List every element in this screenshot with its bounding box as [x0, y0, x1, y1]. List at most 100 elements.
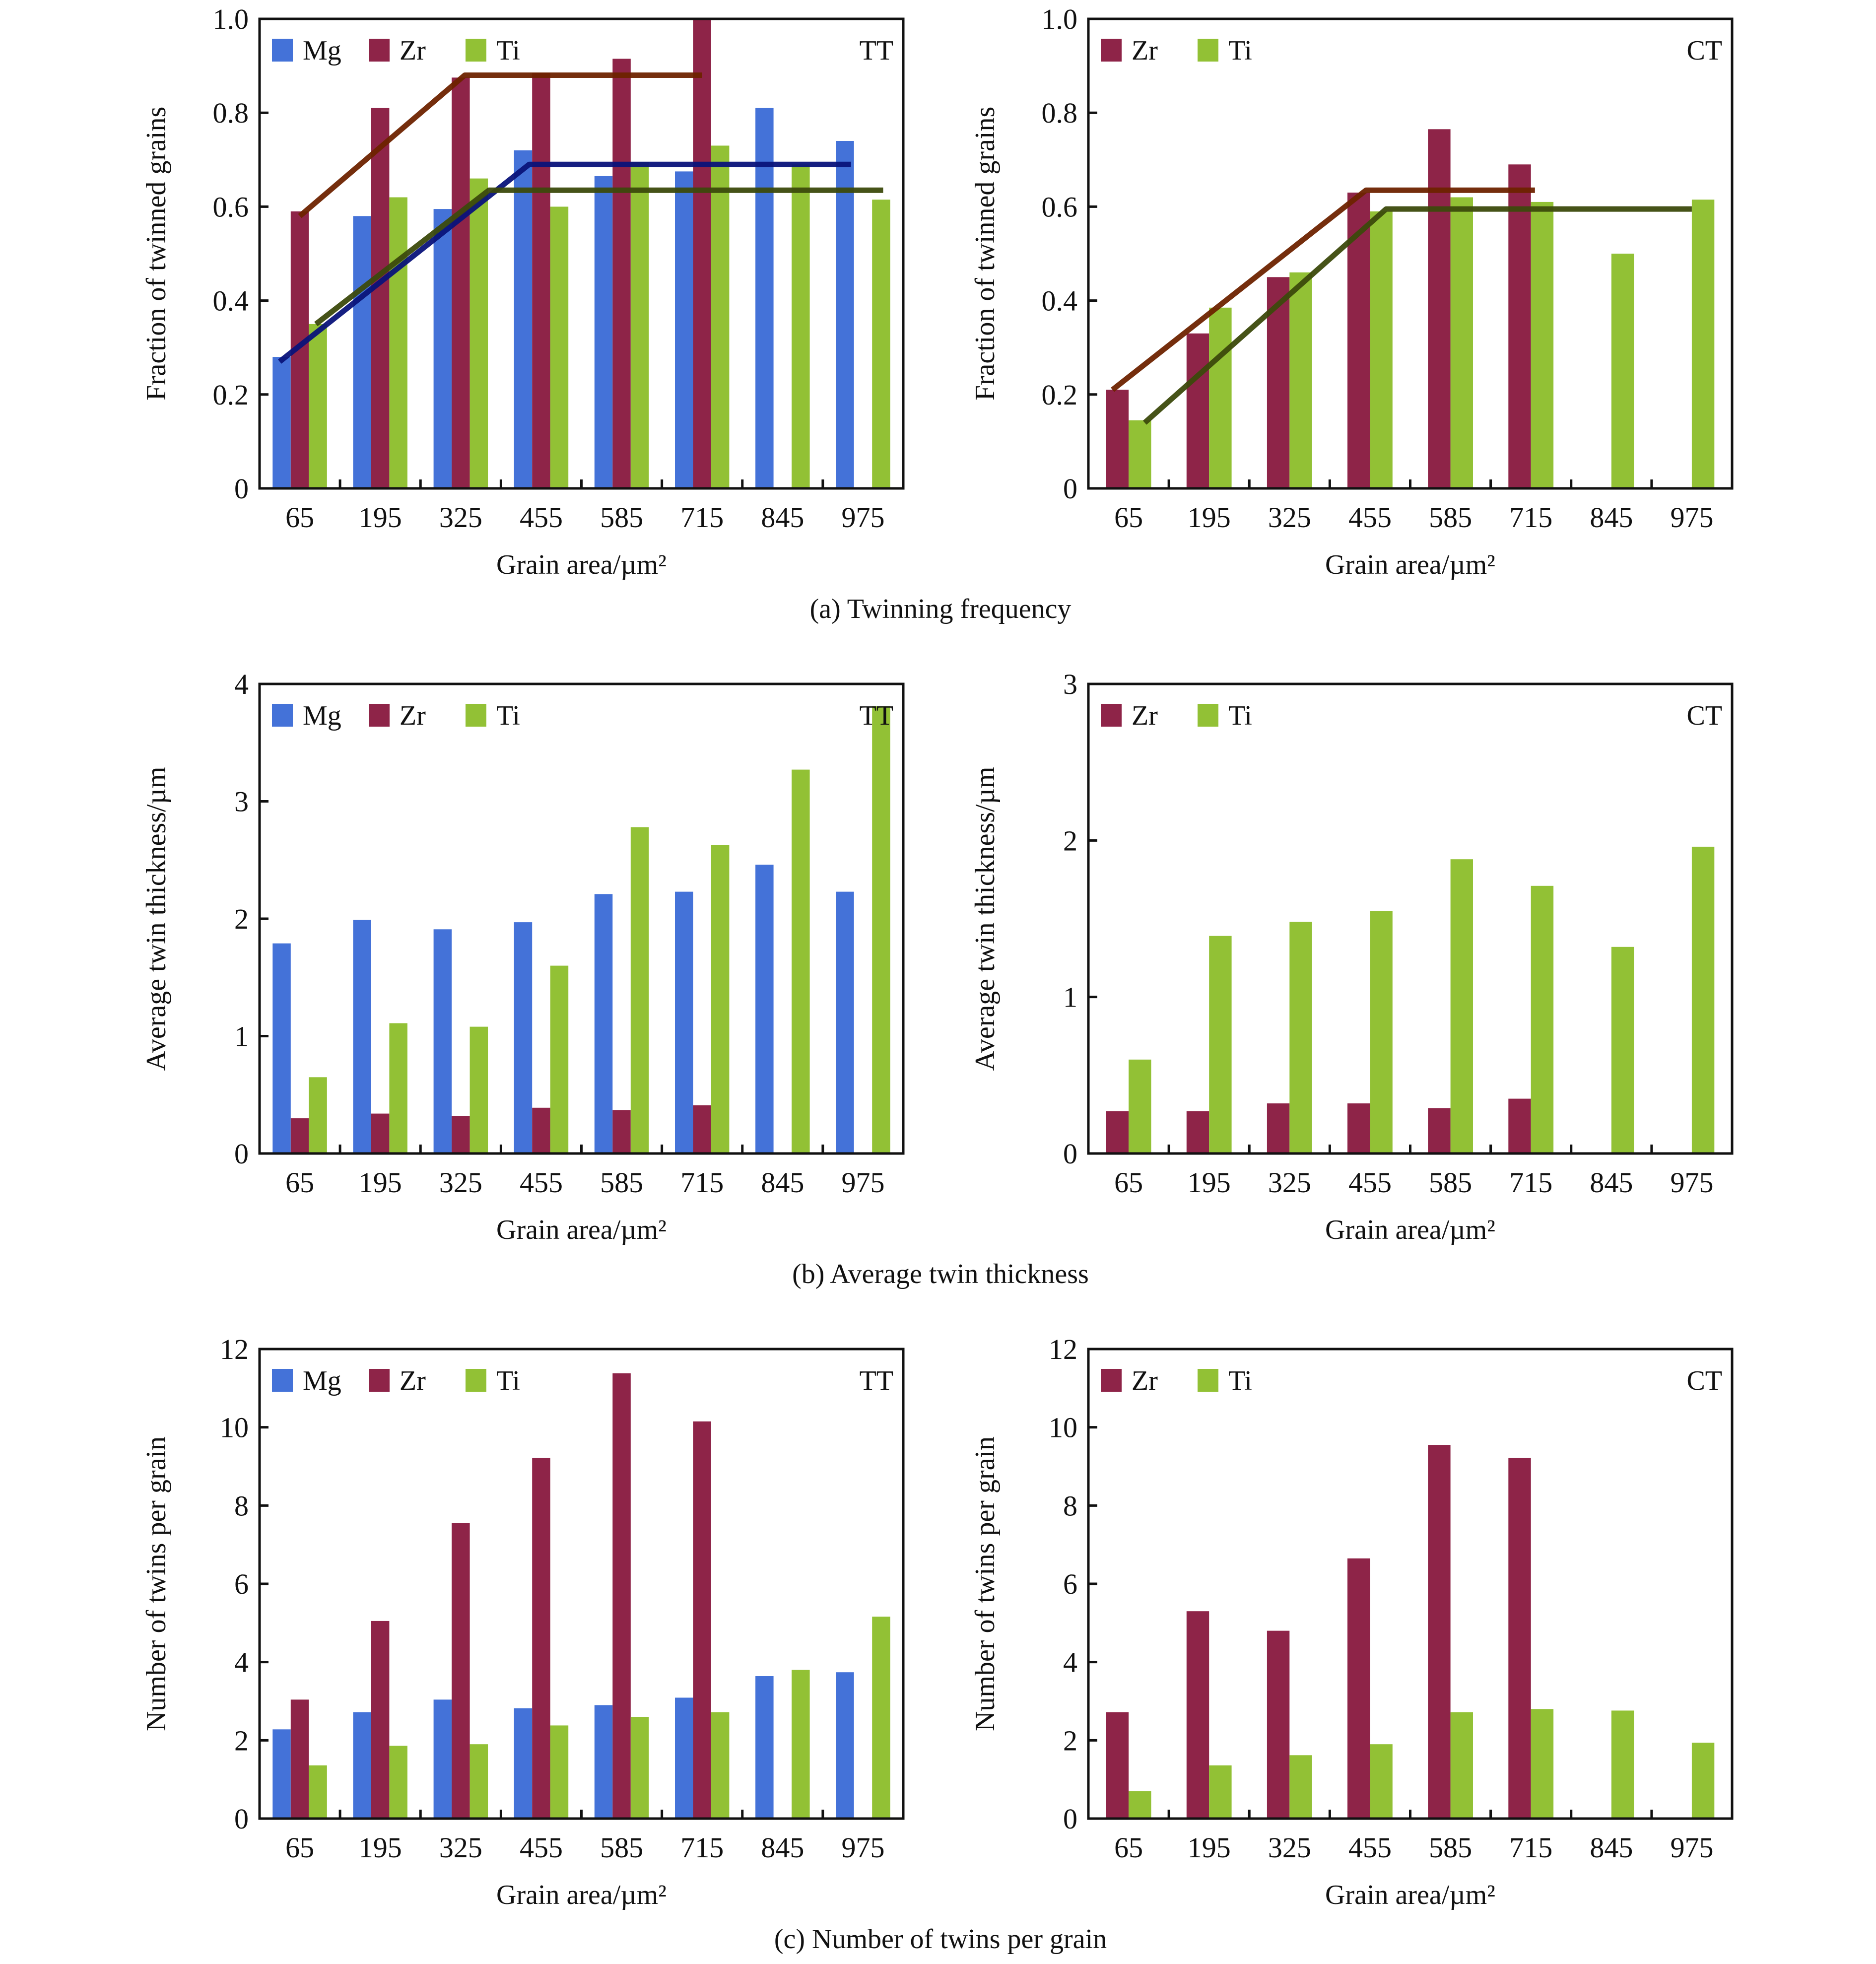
bar-zr-715: [693, 1421, 711, 1819]
y-axis-title: Average twin thickness/µm: [970, 767, 1001, 1071]
x-axis-title: Grain area/µm²: [496, 1215, 667, 1245]
y-tick-label: 0.2: [213, 379, 249, 411]
bar-mg-845: [755, 1676, 774, 1819]
x-tick-label: 585: [600, 1166, 643, 1199]
chart-c-ct: 0 2 4 6 8 10 12 65 195 325 455 585 715 845 975 Grain ar…: [970, 1333, 1734, 1910]
y-tick-label: 6: [234, 1568, 249, 1600]
bar-ti-585: [630, 827, 649, 1153]
legend-label-ti: Ti: [1228, 700, 1252, 731]
bar-ti-975: [872, 706, 890, 1153]
y-tick-label: 0: [234, 1138, 249, 1170]
bar-ti-845: [792, 769, 810, 1153]
bar-zr-585: [612, 59, 631, 488]
y-tick-label: 2: [1063, 824, 1077, 857]
x-tick-label: 585: [600, 501, 643, 534]
y-tick-label: 12: [220, 1333, 249, 1365]
bar-ti-455: [550, 1725, 569, 1819]
legend-swatch-ti: [466, 704, 486, 727]
bar-mg-585: [594, 1705, 613, 1819]
x-axis-title: Grain area/µm²: [1325, 1880, 1495, 1910]
x-tick-label: 585: [600, 1831, 643, 1864]
x-tick-label: 455: [1348, 1166, 1392, 1199]
bar-ti-65: [1129, 420, 1151, 488]
legend-swatch-zr: [1101, 39, 1122, 62]
x-tick-label: 585: [1429, 1166, 1472, 1199]
legend-swatch-zr: [1101, 704, 1122, 727]
plot-frame: [1087, 682, 1734, 1155]
y-tick-label: 2: [1063, 1724, 1077, 1757]
trend-line-mg: [278, 161, 851, 364]
y-tick-label: 1.0: [1042, 3, 1078, 35]
bar-ti-975: [1691, 846, 1715, 1153]
bar-zr-585: [1428, 1108, 1451, 1153]
bar-ti-195: [389, 197, 407, 488]
bar-zr-325: [452, 1523, 470, 1819]
legend-label-ti: Ti: [496, 1365, 520, 1396]
legend-swatch-zr: [1101, 1369, 1122, 1392]
chart-a-ct: 0 0.2 0.4 0.6 0.8 1.0 65 195 325 455 585 715 845 975 G…: [970, 3, 1734, 580]
bar-ti-65: [309, 1077, 327, 1153]
legend-swatch-mg: [272, 1369, 293, 1392]
legend-swatch-ti: [1198, 1369, 1218, 1392]
y-tick-label: 1.0: [213, 3, 249, 35]
bar-zr-585: [612, 1110, 631, 1153]
y-tick-label: 4: [234, 1646, 249, 1679]
bar-ti-585: [1450, 859, 1473, 1153]
bar-ti-325: [469, 1744, 488, 1819]
y-tick-label: 1: [1063, 981, 1077, 1014]
bar-ti-715: [1531, 885, 1554, 1153]
bar-mg-325: [433, 209, 452, 489]
y-tick-label: 3: [1063, 668, 1077, 700]
x-tick-label: 715: [680, 501, 724, 534]
bar-zr-65: [290, 1118, 309, 1153]
x-tick-label: 455: [1348, 1831, 1392, 1864]
bar-ti-325: [1289, 922, 1312, 1153]
bar-ti-325: [469, 178, 488, 489]
x-tick-label: 455: [1348, 501, 1392, 534]
legend-label-zr: Zr: [1132, 35, 1158, 66]
bar-mg-845: [755, 865, 774, 1153]
x-tick-label: 455: [520, 501, 563, 534]
legend-swatch-ti: [466, 1369, 486, 1392]
trend-line-ti: [1142, 206, 1692, 425]
legend-swatch-ti: [1198, 704, 1218, 727]
mode-label: CT: [1686, 35, 1722, 66]
bar-ti-195: [1209, 307, 1232, 488]
bar-zr-455: [532, 1107, 550, 1153]
bar-zr-65: [1106, 390, 1129, 488]
bar-ti-195: [389, 1746, 407, 1819]
legend-swatch-zr: [369, 704, 390, 727]
bar-ti-455: [1370, 911, 1393, 1153]
y-tick-label: 0.6: [213, 191, 249, 223]
y-tick-label: 6: [1063, 1568, 1077, 1600]
x-tick-label: 65: [285, 501, 314, 534]
bar-mg-455: [514, 150, 533, 488]
bar-ti-65: [1129, 1791, 1151, 1819]
bar-zr-715: [693, 1105, 711, 1153]
legend-label-ti: Ti: [1228, 1365, 1252, 1396]
bar-zr-195: [371, 1113, 390, 1153]
y-tick-label: 0.2: [1042, 379, 1078, 411]
bar-zr-195: [371, 108, 390, 488]
bar-ti-195: [1209, 936, 1232, 1153]
x-tick-label: 845: [761, 1831, 804, 1864]
x-tick-label: 325: [439, 501, 482, 534]
bar-zr-715: [1508, 1458, 1531, 1819]
y-tick-label: 8: [1063, 1490, 1077, 1522]
y-tick-label: 1: [234, 1020, 249, 1053]
bar-zr-325: [1267, 1103, 1290, 1153]
bar-mg-325: [433, 1699, 452, 1819]
legend-swatch-ti: [466, 39, 486, 62]
bar-mg-65: [272, 943, 291, 1153]
x-tick-label: 975: [841, 501, 884, 534]
x-tick-label: 195: [359, 1166, 402, 1199]
caption-b: (b) Average twin thickness: [792, 1259, 1089, 1289]
bar-ti-325: [469, 1026, 488, 1153]
x-tick-label: 975: [1670, 1166, 1713, 1199]
y-tick-label: 0: [1063, 473, 1077, 505]
x-tick-label: 455: [520, 1831, 563, 1864]
bar-mg-975: [836, 891, 854, 1153]
bar-mg-715: [675, 891, 693, 1153]
chart-a-tt: 0 0.2 0.4 0.6 0.8 1.0 65 195 325 455 585 715 845 975 G…: [141, 3, 905, 580]
